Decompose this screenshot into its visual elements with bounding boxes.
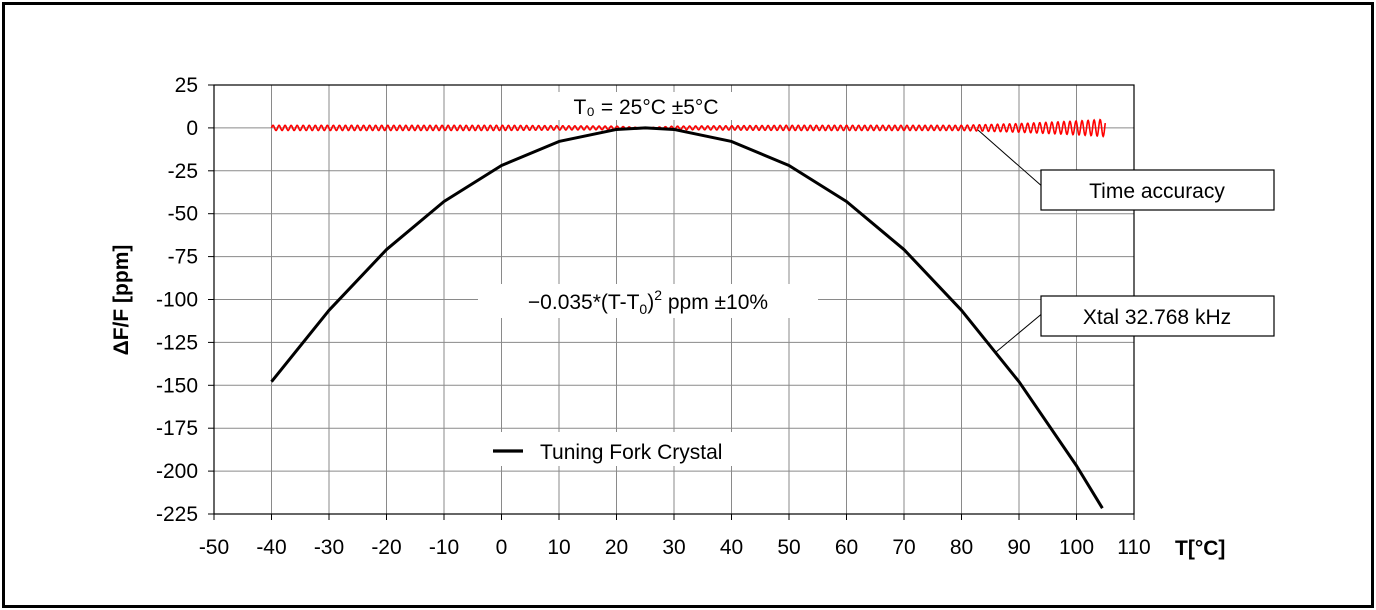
y-tick-label: -225: [156, 503, 198, 526]
t0-label-bg: [548, 92, 744, 120]
t0-label: T₀ = 25°C ±5°C: [573, 96, 718, 119]
xtal-callout: Xtal 32.768 kHz: [1083, 306, 1231, 329]
y-tick-label: 25: [175, 74, 198, 97]
y-tick-label: -75: [168, 246, 198, 269]
x-tick-label: 70: [892, 536, 915, 559]
formula-label-bg: [478, 284, 818, 318]
x-axis-label: T[°C]: [1175, 537, 1225, 560]
time-accuracy-callout-box: [1040, 169, 1275, 211]
xtal-leader: [995, 311, 1045, 353]
x-tick-label: 100: [1059, 536, 1094, 559]
y-tick-label: -100: [156, 289, 198, 312]
series-layer: [270, 118, 1107, 509]
time-accuracy-callout: Time accuracy: [1089, 180, 1225, 203]
time-accuracy-series: [270, 118, 1107, 138]
x-tick-label: -50: [199, 536, 229, 559]
y-axis-label: ΔF/F [ppm]: [110, 245, 133, 356]
y-tick-label: -25: [168, 160, 198, 183]
x-tick-label: -20: [371, 536, 401, 559]
x-tick-label: 0: [496, 536, 508, 559]
tuning-fork-series: [270, 126, 1104, 509]
y-tick-label: -175: [156, 417, 198, 440]
x-tick-label: 20: [605, 536, 628, 559]
legend-label-tuning-fork: Tuning Fork Crystal: [540, 441, 722, 464]
time-accuracy-leader: [977, 129, 1045, 189]
x-tick-label: -30: [314, 536, 344, 559]
x-tick-labels: -50 -40 -30 -20 -10 0 10 20 30 40 50 60 70 80 90 100 110: [199, 536, 1151, 559]
formula-label: −0.035*(T-T0)2 ppm ±10%: [528, 287, 768, 317]
y-tick-label: -50: [168, 203, 198, 226]
y-tick-label: -150: [156, 374, 198, 397]
x-tick-label: -40: [256, 536, 286, 559]
xtal-callout-box: [1040, 295, 1275, 337]
x-tick-label: 90: [1007, 536, 1030, 559]
x-tick-label: 80: [950, 536, 973, 559]
x-tick-label: 60: [835, 536, 858, 559]
x-tick-label: 40: [720, 536, 743, 559]
legend-bg: [482, 432, 782, 466]
y-tick-label: -125: [156, 331, 198, 354]
y-tick-label: 0: [186, 117, 198, 140]
x-tick-label: 30: [662, 536, 685, 559]
x-tick-label: -10: [429, 536, 459, 559]
x-tick-label: 10: [547, 536, 570, 559]
x-tick-label: 110: [1117, 536, 1150, 559]
y-tick-labels: 25 0 -25 -50 -75 -100 -125 -150 -175 -200 -225: [156, 74, 198, 526]
y-tick-label: -200: [156, 460, 198, 483]
x-tick-label: 50: [777, 536, 800, 559]
